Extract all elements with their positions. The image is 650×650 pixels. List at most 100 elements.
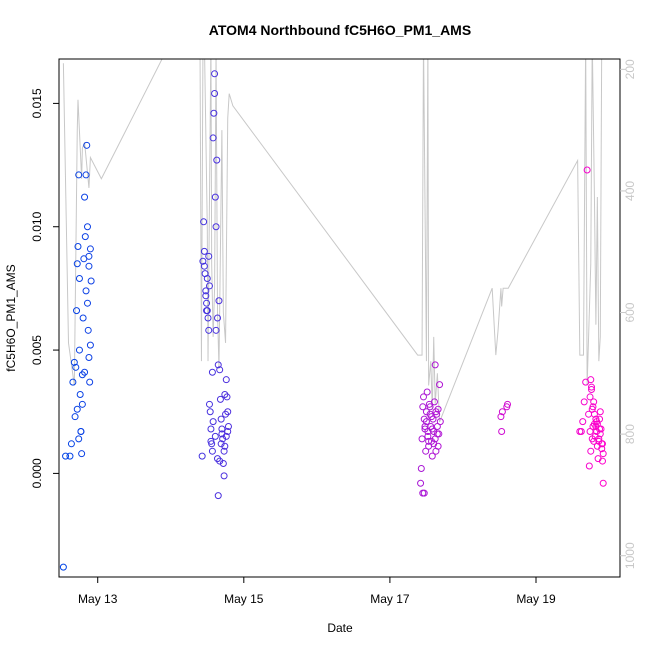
y-tick-label: 0.015 (30, 88, 44, 118)
data-point (87, 277, 95, 285)
x-axis: May 13 May 15 May 17 May 19 (78, 577, 556, 606)
data-point (84, 326, 92, 334)
secondary-y-axis: 200 400 600 800 1000 (620, 59, 637, 569)
data-point (596, 408, 604, 416)
data-point (79, 314, 87, 322)
data-point (71, 413, 79, 421)
x-tick-label: May 15 (224, 592, 264, 606)
data-point (222, 432, 230, 440)
data-point (599, 479, 607, 487)
data-point (211, 432, 219, 440)
data-point (214, 314, 222, 322)
data-point (431, 361, 439, 369)
data-point (224, 423, 232, 431)
data-point (428, 452, 436, 460)
data-point (580, 398, 588, 406)
data-point (78, 450, 86, 458)
data-point (207, 437, 215, 445)
data-point (425, 437, 433, 445)
y2-tick-label: 600 (623, 302, 637, 322)
data-point (220, 447, 228, 455)
data-point (81, 193, 89, 201)
data-point (588, 383, 596, 391)
data-point (75, 435, 83, 443)
data-point (417, 479, 425, 487)
data-point (221, 390, 229, 398)
data-point (83, 223, 91, 231)
data-point (85, 252, 93, 260)
data-point (69, 378, 77, 386)
x-axis-label: Date (327, 621, 353, 635)
data-point (422, 418, 430, 426)
data-point (428, 413, 436, 421)
y-tick-label: 0.010 (30, 211, 44, 241)
plot-frame (58, 58, 621, 578)
data-point (424, 427, 432, 435)
data-point (81, 368, 89, 376)
data-point (213, 156, 221, 164)
data-point (73, 405, 81, 413)
data-point (216, 457, 224, 465)
data-point (497, 413, 505, 421)
data-point (75, 171, 83, 179)
data-point (211, 90, 219, 98)
data-point (75, 346, 83, 354)
data-point (498, 408, 506, 416)
chart-title: ATOM4 Northbound fC5H6O_PM1_AMS (209, 22, 471, 38)
data-point (74, 242, 82, 250)
data-point (204, 314, 212, 322)
data-point (59, 563, 67, 571)
data-point (208, 368, 216, 376)
data-point (205, 400, 213, 408)
data-point (588, 435, 596, 443)
data-point (590, 398, 598, 406)
x-tick-label: May 13 (78, 592, 118, 606)
data-point (218, 425, 226, 433)
data-point (208, 447, 216, 455)
data-point (598, 440, 606, 448)
data-point (211, 70, 219, 78)
data-point (202, 287, 210, 295)
data-point (422, 447, 430, 455)
data-point (419, 403, 427, 411)
data-point (586, 393, 594, 401)
data-point (436, 418, 444, 426)
data-point (66, 452, 74, 460)
data-point (70, 358, 78, 366)
x-tick-label: May 19 (516, 592, 556, 606)
data-point (82, 287, 90, 295)
y2-tick-label: 800 (623, 424, 637, 444)
data-point (202, 292, 210, 300)
data-point (504, 400, 512, 408)
data-point (210, 109, 218, 117)
y2-tick-label: 400 (623, 181, 637, 201)
data-point (423, 388, 431, 396)
data-point (417, 464, 425, 472)
data-point (224, 408, 232, 416)
data-point (215, 297, 223, 305)
data-point (212, 223, 220, 231)
data-point (586, 427, 594, 435)
data-point (73, 260, 81, 268)
data-point (588, 386, 596, 394)
data-point (598, 457, 606, 465)
data-point (203, 299, 211, 307)
data-point (72, 363, 80, 371)
data-point (198, 452, 206, 460)
data-point (207, 425, 215, 433)
data-point (214, 361, 222, 369)
data-point (595, 435, 603, 443)
data-point (85, 262, 93, 270)
data-point (596, 430, 604, 438)
data-point (75, 275, 83, 283)
data-point (86, 341, 94, 349)
data-point (217, 415, 225, 423)
data-point (206, 408, 214, 416)
data-point (599, 450, 607, 458)
data-point (205, 282, 213, 290)
data-point (77, 427, 85, 435)
data-point (83, 299, 91, 307)
data-point (436, 381, 444, 389)
data-point (224, 427, 232, 435)
